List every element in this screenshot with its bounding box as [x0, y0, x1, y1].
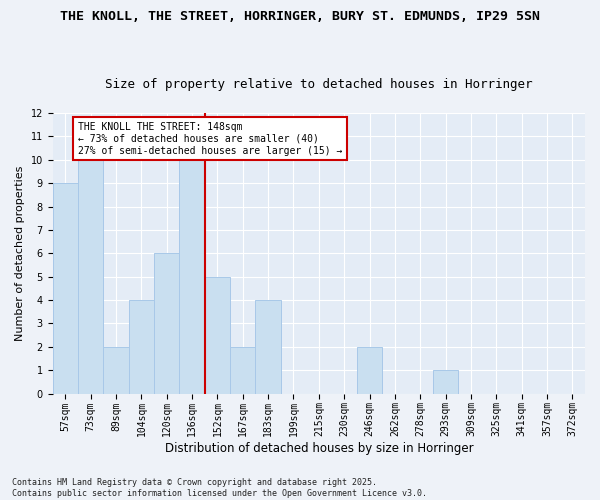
Y-axis label: Number of detached properties: Number of detached properties: [15, 166, 25, 341]
Bar: [154, 254, 179, 394]
Text: THE KNOLL THE STREET: 148sqm
← 73% of detached houses are smaller (40)
27% of se: THE KNOLL THE STREET: 148sqm ← 73% of de…: [78, 122, 343, 156]
Bar: [53, 183, 78, 394]
X-axis label: Distribution of detached houses by size in Horringer: Distribution of detached houses by size …: [164, 442, 473, 455]
Bar: [129, 300, 154, 394]
Bar: [230, 347, 256, 394]
Bar: [205, 276, 230, 394]
Bar: [433, 370, 458, 394]
Bar: [103, 347, 129, 394]
Bar: [357, 347, 382, 394]
Bar: [179, 160, 205, 394]
Bar: [256, 300, 281, 394]
Bar: [78, 160, 103, 394]
Title: Size of property relative to detached houses in Horringer: Size of property relative to detached ho…: [105, 78, 533, 91]
Text: Contains HM Land Registry data © Crown copyright and database right 2025.
Contai: Contains HM Land Registry data © Crown c…: [12, 478, 427, 498]
Text: THE KNOLL, THE STREET, HORRINGER, BURY ST. EDMUNDS, IP29 5SN: THE KNOLL, THE STREET, HORRINGER, BURY S…: [60, 10, 540, 23]
